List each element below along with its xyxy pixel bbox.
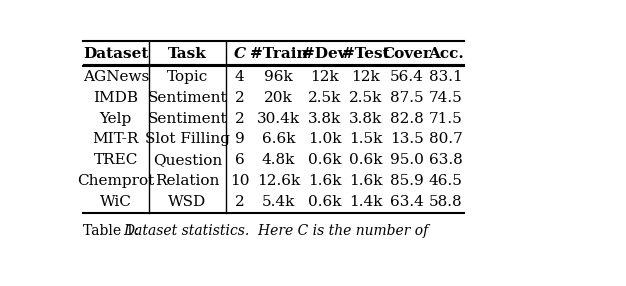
- Text: 2: 2: [235, 112, 244, 126]
- Text: 0.6k: 0.6k: [308, 195, 341, 209]
- Text: 87.5: 87.5: [390, 91, 424, 105]
- Text: 1.4k: 1.4k: [349, 195, 382, 209]
- Text: 3.8k: 3.8k: [349, 112, 382, 126]
- Text: C: C: [233, 47, 245, 61]
- Text: 2.5k: 2.5k: [349, 91, 382, 105]
- Text: 13.5: 13.5: [390, 132, 424, 146]
- Text: #Train: #Train: [250, 47, 307, 61]
- Text: 1.6k: 1.6k: [308, 174, 341, 188]
- Text: 1.5k: 1.5k: [349, 132, 382, 146]
- Text: 1.6k: 1.6k: [349, 174, 382, 188]
- Text: Task: Task: [168, 47, 207, 61]
- Text: 2: 2: [235, 195, 244, 209]
- Text: 58.8: 58.8: [429, 195, 463, 209]
- Text: Dataset: Dataset: [83, 47, 148, 61]
- Text: 1.0k: 1.0k: [308, 132, 341, 146]
- Text: Sentiment: Sentiment: [148, 112, 227, 126]
- Text: 80.7: 80.7: [429, 132, 463, 146]
- Text: 12.6k: 12.6k: [257, 174, 300, 188]
- Text: Question: Question: [153, 153, 222, 167]
- Text: IMDB: IMDB: [93, 91, 138, 105]
- Text: 10: 10: [230, 174, 249, 188]
- Text: Topic: Topic: [167, 70, 208, 84]
- Text: TREC: TREC: [94, 153, 138, 167]
- Text: 30.4k: 30.4k: [257, 112, 300, 126]
- Text: 0.6k: 0.6k: [349, 153, 382, 167]
- Text: Yelp: Yelp: [100, 112, 132, 126]
- Text: 96k: 96k: [264, 70, 293, 84]
- Text: 4.8k: 4.8k: [262, 153, 295, 167]
- Text: Sentiment: Sentiment: [148, 91, 227, 105]
- Text: 95.0: 95.0: [390, 153, 424, 167]
- Text: 0.6k: 0.6k: [308, 153, 341, 167]
- Text: #Dev: #Dev: [302, 47, 347, 61]
- Text: 20k: 20k: [264, 91, 293, 105]
- Text: 12k: 12k: [310, 70, 339, 84]
- Text: 6: 6: [235, 153, 244, 167]
- Text: 6.6k: 6.6k: [262, 132, 295, 146]
- Text: AGNews: AGNews: [83, 70, 149, 84]
- Text: MIT-R: MIT-R: [93, 132, 139, 146]
- Text: 46.5: 46.5: [429, 174, 463, 188]
- Text: Relation: Relation: [155, 174, 220, 188]
- Text: 63.4: 63.4: [390, 195, 424, 209]
- Text: 85.9: 85.9: [390, 174, 424, 188]
- Text: 83.1: 83.1: [429, 70, 463, 84]
- Text: Chemprot: Chemprot: [77, 174, 155, 188]
- Text: Acc.: Acc.: [428, 47, 464, 61]
- Text: 56.4: 56.4: [390, 70, 424, 84]
- Text: 71.5: 71.5: [429, 112, 463, 126]
- Text: 3.8k: 3.8k: [308, 112, 341, 126]
- Text: 2.5k: 2.5k: [308, 91, 341, 105]
- Text: Cover: Cover: [382, 47, 431, 61]
- Text: 82.8: 82.8: [390, 112, 424, 126]
- Text: 9: 9: [235, 132, 244, 146]
- Text: 74.5: 74.5: [429, 91, 463, 105]
- Text: WSD: WSD: [168, 195, 207, 209]
- Text: WiC: WiC: [100, 195, 132, 209]
- Text: #Test: #Test: [342, 47, 389, 61]
- Text: 2: 2: [235, 91, 244, 105]
- Text: 12k: 12k: [351, 70, 380, 84]
- Text: 5.4k: 5.4k: [262, 195, 295, 209]
- Text: Slot Filling: Slot Filling: [145, 132, 230, 146]
- Text: 4: 4: [235, 70, 244, 84]
- Text: Table 1:: Table 1:: [83, 224, 143, 238]
- Text: 63.8: 63.8: [429, 153, 463, 167]
- Text: Dataset statistics.  Here C is the number of: Dataset statistics. Here C is the number…: [123, 224, 429, 238]
